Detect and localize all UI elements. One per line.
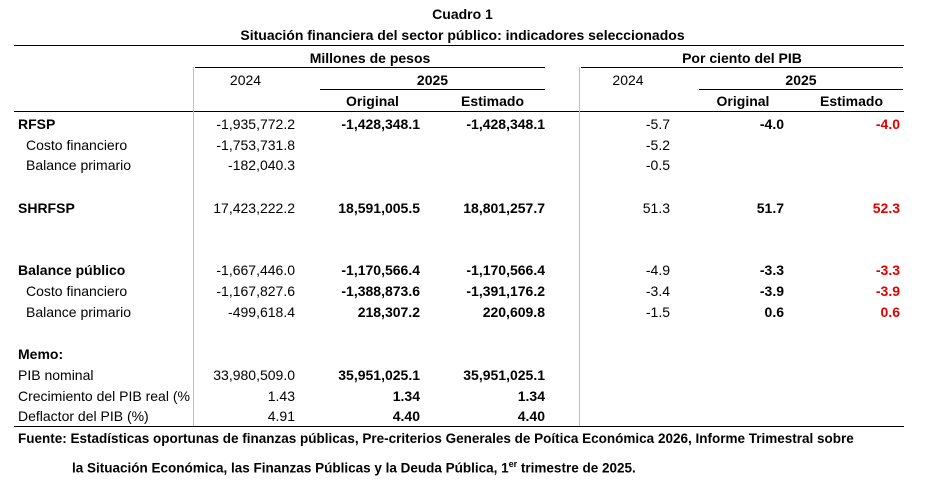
row-label-shrfsp: SHRFSP	[18, 200, 75, 216]
cell-value: -1,170,566.4	[466, 262, 545, 278]
cell-value: 35,951,025.1	[338, 367, 420, 383]
cell-value: 1.43	[267, 388, 295, 404]
cell-value: -3.9	[759, 283, 784, 299]
year-2024-pib: 2024	[612, 72, 644, 88]
cell-value: -1.5	[645, 304, 670, 320]
cell-value: -4.9	[645, 262, 670, 278]
col-separator-2	[579, 67, 580, 427]
cell-value: -1,388,873.6	[341, 283, 420, 299]
cell-value-highlight: -4.0	[875, 116, 900, 132]
cell-value: 33,980,509.0	[213, 367, 295, 383]
cell-value: 0.6	[764, 304, 784, 320]
year-2025-pib: 2025	[785, 72, 817, 88]
rule-2025-pib	[699, 89, 903, 90]
cell-value-highlight: 0.6	[880, 304, 900, 320]
table-subtitle: Situación financiera del sector público:…	[240, 27, 685, 43]
row-label-crecimiento: Crecimiento del PIB real (%	[18, 388, 190, 404]
cell-value: 4.40	[392, 408, 420, 424]
cell-value: -1,167,827.6	[216, 283, 295, 299]
footnote-text: la Situación Económica, las Finanzas Púb…	[72, 460, 509, 476]
cell-value: -1,428,348.1	[466, 116, 545, 132]
rule-2025-millones	[320, 89, 545, 90]
memo-label: Memo:	[18, 346, 64, 362]
year-2024-millones: 2024	[229, 72, 262, 88]
group-header-millones: Millones de pesos	[309, 50, 431, 66]
row-label-balance-publico: Balance público	[18, 262, 126, 278]
cell-value: 218,307.2	[357, 304, 420, 320]
cell-value-highlight: 52.3	[872, 200, 900, 216]
col-estimado-pib: Estimado	[819, 93, 883, 109]
row-label-costo-financiero: Costo financiero	[26, 283, 128, 299]
cell-value: -3.3	[759, 262, 784, 278]
cell-value: 17,423,222.2	[213, 200, 295, 216]
cell-value: 18,591,005.5	[338, 200, 420, 216]
cell-value: 1.34	[517, 388, 545, 404]
cell-value: -499,618.4	[228, 304, 295, 320]
cell-value: 220,609.8	[482, 304, 545, 320]
cell-value: -5.2	[645, 137, 670, 153]
footnote-source-line2: la Situación Económica, las Finanzas Púb…	[72, 456, 636, 477]
footnote-source-line1: Fuente: Estadísticas oportunas de finanz…	[18, 431, 854, 446]
cell-value: -1,170,566.4	[341, 262, 420, 278]
cell-value: 51.3	[642, 200, 670, 216]
rule-millones	[195, 67, 545, 68]
col-estimado-millones: Estimado	[460, 93, 524, 109]
cell-value: -4.0	[759, 116, 784, 132]
cell-value-highlight: -3.3	[875, 262, 900, 278]
bottom-rule	[14, 426, 904, 427]
header-bottom-rule	[14, 111, 904, 112]
top-rule	[14, 45, 904, 46]
row-label-deflactor: Deflactor del PIB (%)	[18, 408, 149, 424]
cell-value: -1,667,446.0	[216, 262, 295, 278]
cell-value: -1,391,176.2	[466, 283, 545, 299]
cell-value: -0.5	[645, 157, 670, 173]
group-header-pib: Por ciento del PIB	[682, 50, 802, 66]
cell-value: -1,428,348.1	[341, 116, 420, 132]
cell-value-highlight: -3.9	[875, 283, 900, 299]
cell-value: -3.4	[645, 283, 670, 299]
footnote-text-end: trimestre de 2025.	[517, 460, 636, 476]
table-title: Cuadro 1	[432, 6, 493, 22]
col-separator-1	[193, 67, 194, 427]
cell-value: 4.40	[517, 408, 545, 424]
cell-value: 1.34	[392, 388, 420, 404]
row-label-pib-nominal: PIB nominal	[18, 367, 94, 383]
col-original-pib: Original	[716, 93, 770, 109]
footnote-superscript: er	[508, 459, 518, 469]
cell-value: -1,935,772.2	[216, 116, 295, 132]
cell-value: -5.7	[645, 116, 670, 132]
row-label-balance-primario: Balance primario	[26, 157, 132, 173]
cell-value: 35,951,025.1	[463, 367, 545, 383]
row-label-rfsp: RFSP	[18, 116, 56, 132]
rule-pib	[581, 67, 903, 68]
cell-value: -182,040.3	[228, 157, 295, 173]
cell-value: 51.7	[756, 200, 784, 216]
cell-value: 18,801,257.7	[463, 200, 545, 216]
year-2025-millones: 2025	[416, 72, 449, 88]
cell-value: -1,753,731.8	[216, 137, 295, 153]
cell-value: 4.91	[267, 408, 295, 424]
row-label-balance-primario: Balance primario	[26, 304, 132, 320]
row-label-costo-financiero: Costo financiero	[26, 137, 128, 153]
col-original-millones: Original	[346, 93, 399, 109]
